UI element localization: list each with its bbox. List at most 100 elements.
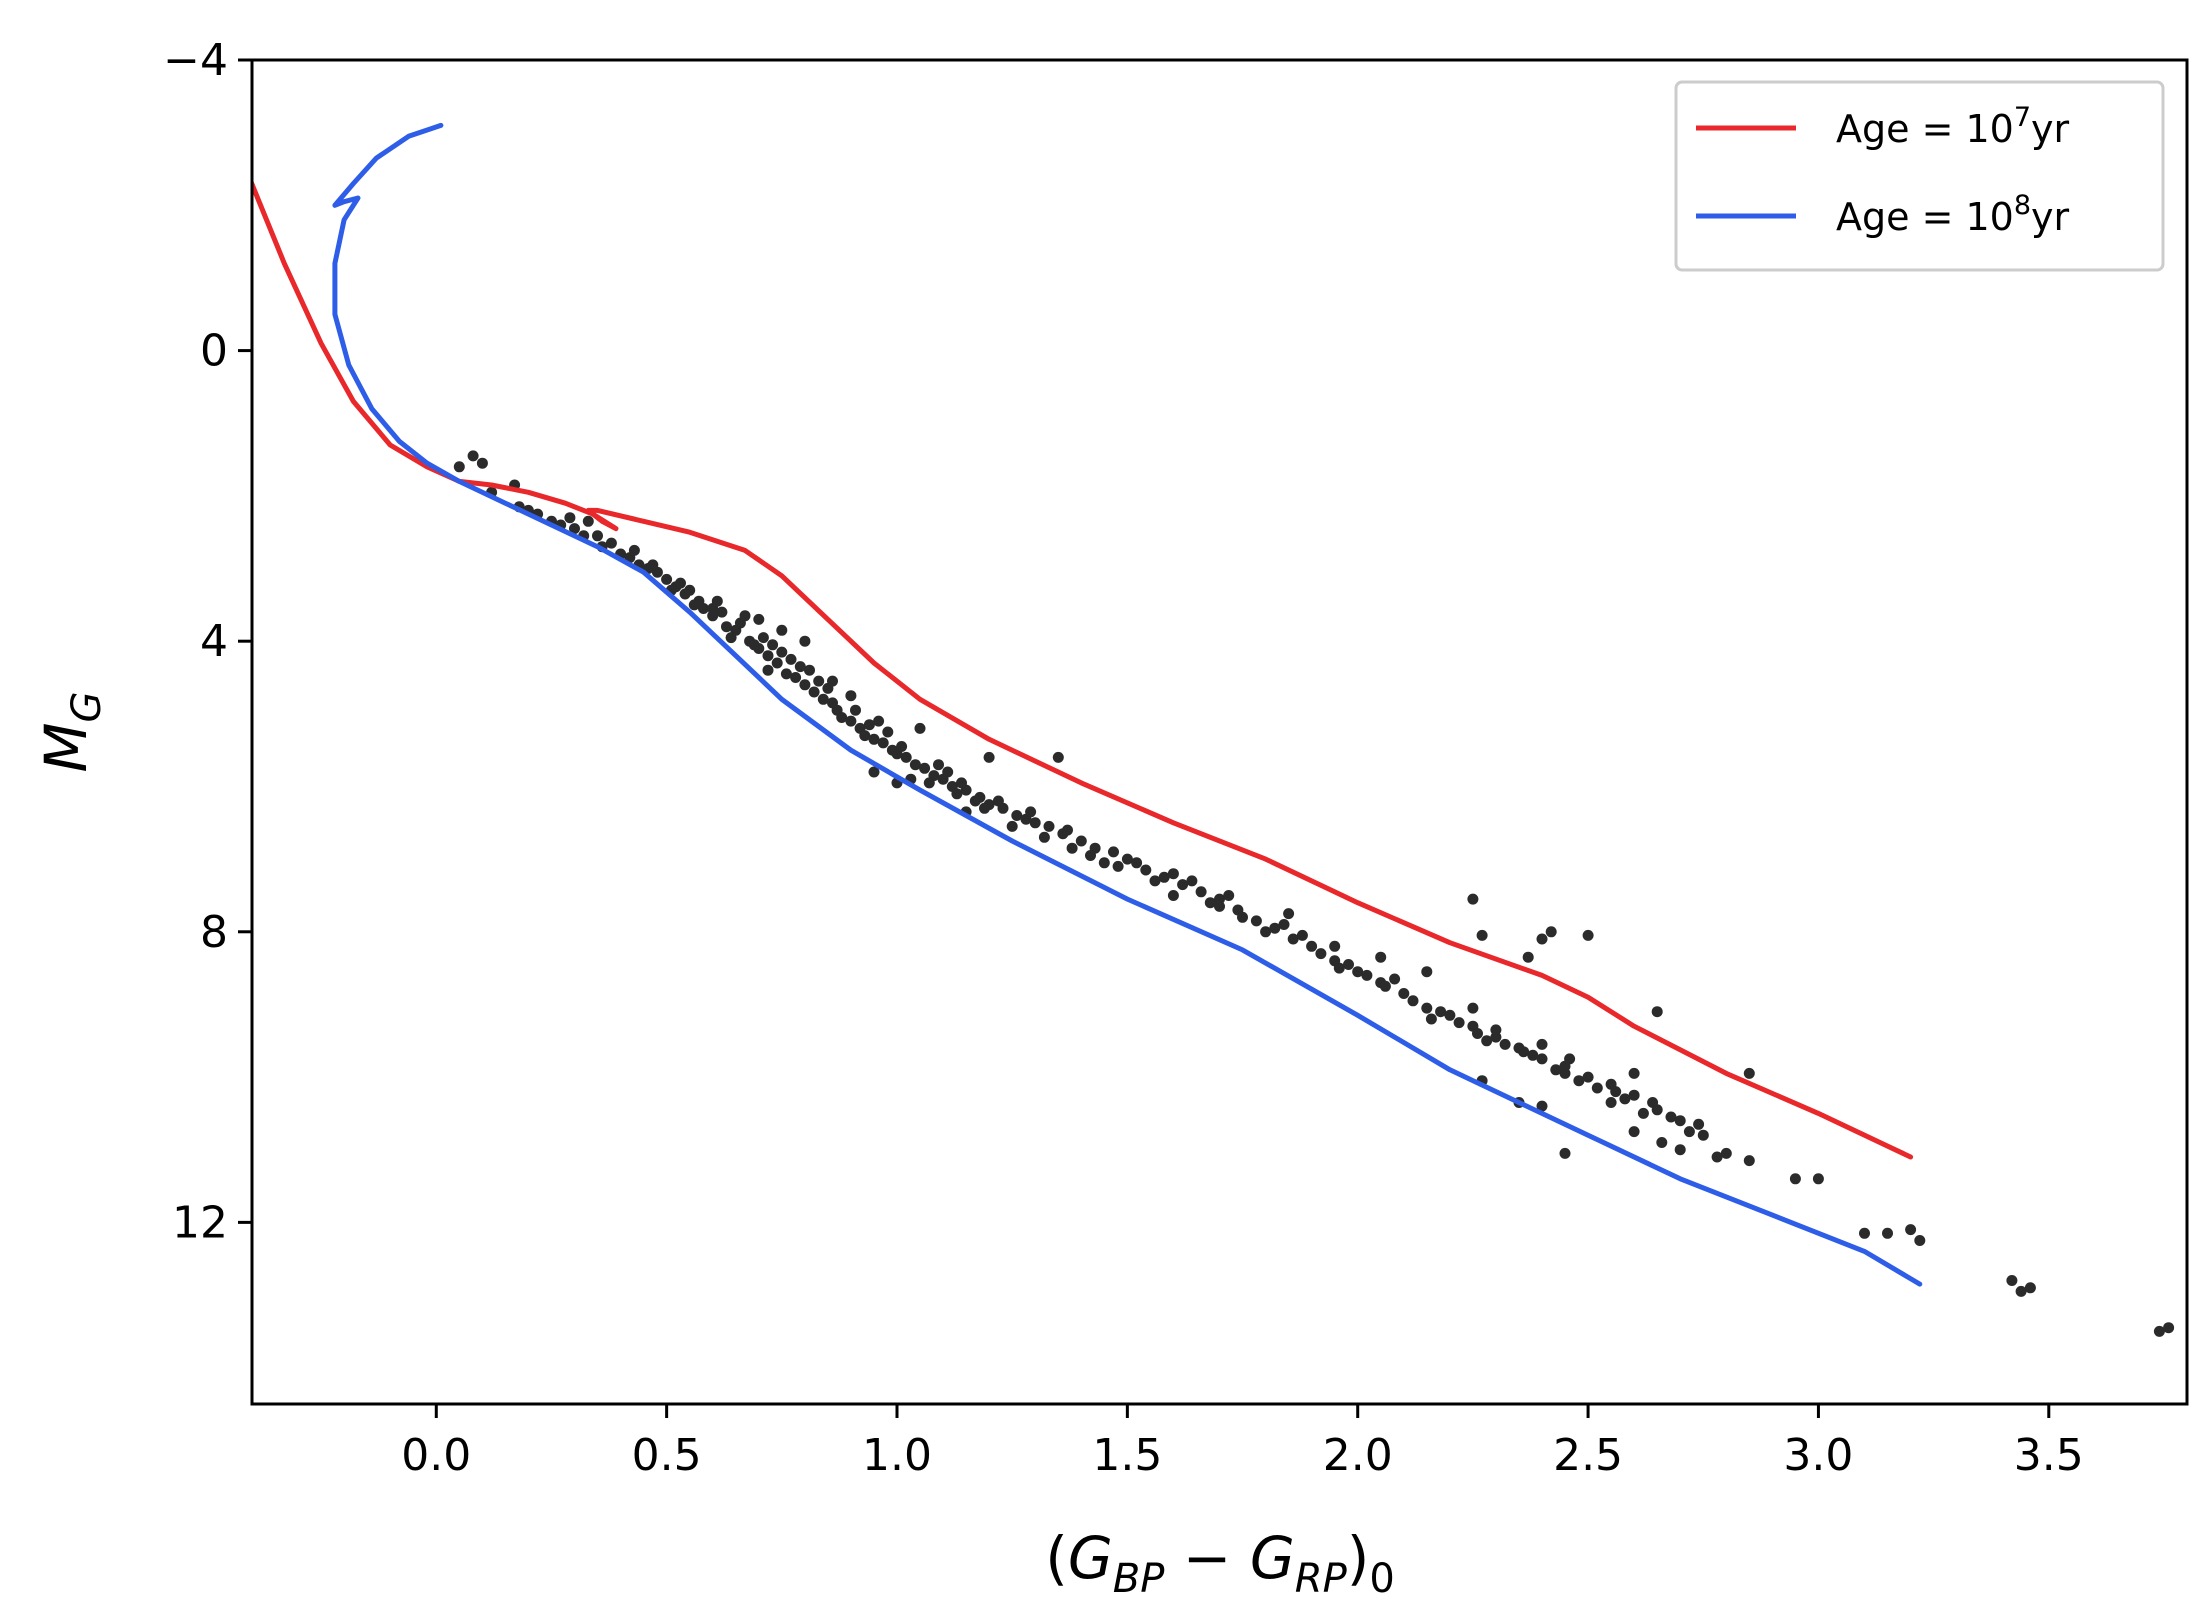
star-point — [1177, 879, 1189, 891]
star-point — [1108, 846, 1119, 858]
star-point — [1711, 1151, 1723, 1163]
y-tick-label: 4 — [200, 616, 228, 667]
star-point — [785, 653, 797, 665]
star-point — [1223, 890, 1235, 901]
star-point — [794, 661, 806, 673]
star-point — [863, 719, 875, 731]
star-point — [827, 697, 838, 709]
star-point — [956, 777, 967, 789]
star-point — [1610, 1086, 1622, 1098]
star-point — [1545, 926, 1557, 938]
star-point — [1269, 922, 1281, 934]
plot-area — [252, 60, 2187, 1404]
star-point — [776, 624, 788, 636]
star-point — [1518, 1046, 1530, 1058]
star-point — [877, 737, 889, 749]
star-point — [698, 603, 709, 614]
star-point — [684, 584, 696, 596]
star-point — [1674, 1115, 1686, 1127]
star-point — [569, 523, 580, 535]
star-point — [1158, 871, 1170, 883]
star-point — [1591, 1082, 1603, 1094]
star-point — [1038, 831, 1050, 843]
y-tick-label: −4 — [163, 35, 228, 86]
star-point — [716, 606, 728, 618]
star-point — [1237, 911, 1248, 923]
star-point — [933, 759, 944, 771]
star-point — [1043, 820, 1055, 832]
star-point — [1472, 1028, 1483, 1039]
star-point — [1075, 835, 1087, 847]
star-point — [1121, 853, 1133, 865]
star-point — [628, 544, 640, 556]
star-point — [873, 715, 885, 727]
star-point — [813, 675, 825, 687]
star-point — [647, 559, 659, 571]
isochrone-line-10e8 — [332, 122, 1923, 1287]
star-point — [776, 646, 788, 658]
star-point — [1914, 1235, 1926, 1246]
star-point — [2163, 1322, 2175, 1334]
x-axis: 0.0 0.5 1.0 1.5 2.0 2.5 3.0 3.5 — [401, 1404, 2084, 1481]
star-point — [923, 777, 935, 789]
star-point — [827, 675, 838, 687]
star-point — [757, 632, 769, 644]
series-layer — [252, 122, 2175, 1337]
star-point — [1098, 857, 1110, 869]
star-point — [1361, 969, 1373, 981]
star-point — [725, 632, 737, 644]
star-point — [1278, 919, 1290, 930]
star-point — [739, 610, 751, 622]
star-point — [1693, 1118, 1705, 1130]
star-point — [896, 741, 908, 752]
star-point — [919, 762, 931, 774]
star-point — [1628, 1067, 1640, 1079]
star-point — [804, 664, 815, 676]
star-point — [790, 672, 802, 683]
star-point — [1882, 1227, 1893, 1239]
legend-label-10e7: Age = 107yr — [1836, 102, 2070, 151]
star-point — [914, 722, 926, 734]
star-point — [836, 712, 848, 723]
star-point — [476, 457, 488, 469]
star-point — [1131, 857, 1143, 869]
star-point — [1140, 864, 1152, 876]
star-point — [1564, 1053, 1576, 1065]
star-point — [1315, 948, 1327, 960]
star-point — [1389, 973, 1401, 985]
star-point — [1052, 751, 1064, 763]
star-point — [1066, 842, 1078, 854]
star-point — [1582, 1071, 1594, 1083]
star-point — [1628, 1089, 1640, 1101]
x-tick-label: 1.0 — [862, 1430, 932, 1481]
star-point — [1214, 900, 1225, 912]
star-point — [592, 530, 603, 542]
star-point — [1789, 1173, 1801, 1185]
star-point — [1536, 933, 1548, 945]
star-point — [1296, 929, 1308, 941]
star-point — [1490, 1024, 1502, 1036]
star-point — [762, 664, 774, 676]
legend: Age = 107yr Age = 108yr — [1674, 80, 2165, 272]
x-tick-label: 2.0 — [1323, 1430, 1393, 1481]
star-point — [1859, 1227, 1870, 1239]
star-point — [1343, 959, 1354, 970]
star-point — [859, 730, 871, 742]
star-point — [1006, 820, 1018, 832]
star-point — [1421, 1002, 1433, 1014]
star-point — [1260, 926, 1272, 938]
star-point — [1812, 1173, 1824, 1185]
star-point — [1195, 886, 1207, 898]
x-tick-label: 2.5 — [1553, 1430, 1623, 1481]
star-point — [688, 599, 700, 611]
star-point — [1481, 1035, 1493, 1047]
star-point — [748, 639, 760, 651]
star-point — [1062, 824, 1073, 836]
star-point — [1167, 868, 1179, 880]
star-point — [969, 795, 981, 807]
star-point — [1250, 915, 1262, 927]
star-point — [992, 795, 1004, 807]
star-point — [1605, 1097, 1617, 1108]
star-point — [1167, 890, 1179, 901]
